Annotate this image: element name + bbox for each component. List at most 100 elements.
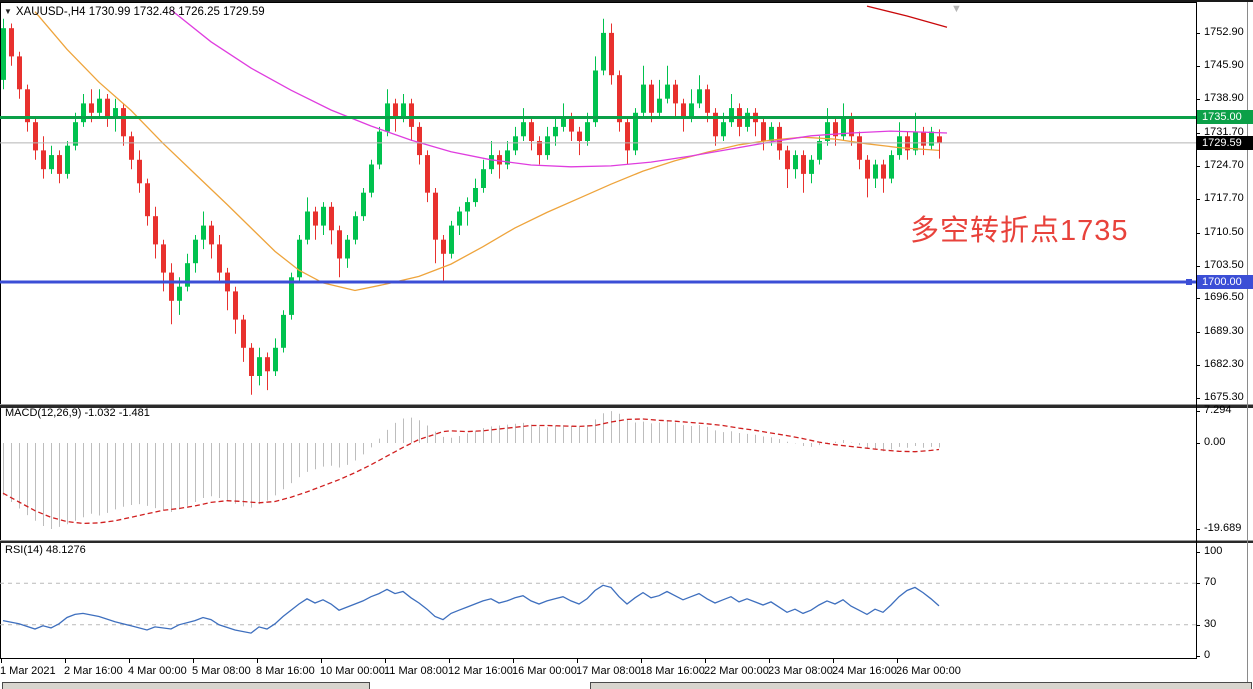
candle-body xyxy=(9,28,14,57)
candle-body xyxy=(641,84,646,113)
candle-body xyxy=(913,131,918,151)
time-axis-label: 12 Mar 16:00 xyxy=(448,665,513,677)
candle-body xyxy=(137,159,142,184)
last-price-label: 1729.59 xyxy=(1197,135,1253,150)
axis-tick xyxy=(1196,529,1200,530)
candle-body xyxy=(201,225,206,240)
candle-body xyxy=(289,277,294,315)
price-axis-label: 1731.70 xyxy=(1204,126,1244,138)
price-axis-label: 1689.30 xyxy=(1204,325,1244,338)
candle-body xyxy=(353,216,358,240)
candle-body xyxy=(153,216,158,245)
candle-body xyxy=(881,164,886,179)
candle-body xyxy=(713,112,718,137)
candle-body xyxy=(345,239,350,259)
candle-body xyxy=(233,291,238,320)
candle-body xyxy=(657,98,662,113)
rsi-axis-label: 100 xyxy=(1204,545,1223,557)
candle-body xyxy=(97,98,102,113)
axis-tick xyxy=(1196,66,1200,68)
candle-body xyxy=(425,155,430,193)
time-axis-tick xyxy=(129,659,130,663)
candle-body xyxy=(745,112,750,127)
chart-shift-icon[interactable]: ▼ xyxy=(951,3,962,15)
candle-body xyxy=(537,140,542,156)
time-axis-tick xyxy=(577,659,578,663)
candle-body xyxy=(465,202,470,212)
candle-body xyxy=(721,122,726,137)
candle-body xyxy=(457,211,462,226)
candle-body xyxy=(521,122,526,137)
candle-body xyxy=(577,131,582,141)
candle-body xyxy=(833,122,838,137)
candle-body xyxy=(65,145,70,174)
time-axis-label: 4 Mar 00:00 xyxy=(128,665,187,677)
candle-body xyxy=(449,225,454,254)
candle-body xyxy=(889,155,894,179)
axis-tick xyxy=(1196,298,1200,300)
candle-body xyxy=(273,347,278,372)
candle-body xyxy=(473,187,478,203)
candle-body xyxy=(601,32,606,71)
candle-body xyxy=(729,108,734,123)
candle-body xyxy=(929,131,934,146)
minimized-chart-window[interactable] xyxy=(590,682,1252,689)
candle-body xyxy=(121,108,126,137)
candle-body xyxy=(497,155,502,165)
candle-body xyxy=(817,140,822,160)
macd-axis-label: 7.294 xyxy=(1204,404,1232,417)
price-axis-label: 1696.50 xyxy=(1204,291,1244,304)
axis-tick xyxy=(1196,552,1200,553)
candle-body xyxy=(865,159,870,179)
candle-body xyxy=(217,244,222,273)
time-axis-label: 18 Mar 16:00 xyxy=(640,665,705,677)
chart-title-text: XAUUSD-,H4 1730.99 1732.48 1726.25 1729.… xyxy=(15,6,265,18)
macd-panel[interactable] xyxy=(0,407,1196,540)
candle-body xyxy=(33,122,38,151)
axis-tick xyxy=(1196,165,1200,167)
rsi-line xyxy=(2,584,940,634)
candle-body xyxy=(689,103,694,118)
axis-tick xyxy=(1196,398,1200,400)
candle-body xyxy=(41,150,46,170)
time-axis-label: 1 Mar 2021 xyxy=(0,665,56,677)
candle-body xyxy=(777,126,782,151)
axis-tick xyxy=(1196,265,1200,267)
time-axis-tick xyxy=(833,659,834,663)
window-right-border xyxy=(1247,2,1248,689)
time-axis-tick xyxy=(705,659,706,663)
minimized-chart-window[interactable] xyxy=(2,682,370,689)
time-axis-label: 23 Mar 08:00 xyxy=(768,665,833,677)
candle-body xyxy=(481,169,486,188)
time-axis-label: 8 Mar 16:00 xyxy=(256,665,315,677)
moving-average-orange xyxy=(34,11,940,292)
time-axis-label: 17 Mar 08:00 xyxy=(576,665,641,677)
macd-signal-line xyxy=(2,418,940,525)
candle-body xyxy=(897,136,902,156)
candle-body xyxy=(305,211,310,240)
price-axis-border xyxy=(1196,2,1197,659)
hline-1700-label: 1700.00 xyxy=(1197,274,1253,289)
axis-tick xyxy=(1196,99,1200,101)
axis-tick xyxy=(1196,656,1200,657)
axis-tick xyxy=(1196,232,1200,234)
main-price-chart[interactable] xyxy=(0,2,1196,404)
candle-body xyxy=(697,89,702,104)
candle-body xyxy=(705,89,710,113)
panel-separator-macd[interactable] xyxy=(0,404,1253,408)
candle-body xyxy=(145,183,150,217)
symbol-dropdown-icon[interactable]: ▼ xyxy=(4,7,12,16)
axis-tick xyxy=(1196,443,1200,444)
axis-tick xyxy=(1196,33,1200,35)
chart-annotation-text[interactable]: 多空转折点1735 xyxy=(910,215,1129,247)
candle-body xyxy=(553,126,558,137)
candle-body xyxy=(369,164,374,193)
candle-body xyxy=(529,122,534,141)
macd-axis-label: 0.00 xyxy=(1204,436,1226,448)
time-axis-tick xyxy=(1,659,2,663)
time-axis-border xyxy=(0,658,1196,659)
candle-body xyxy=(761,122,766,141)
rsi-panel[interactable] xyxy=(0,542,1196,659)
panel-separator-rsi[interactable] xyxy=(0,540,1253,543)
candle-body xyxy=(257,357,262,376)
